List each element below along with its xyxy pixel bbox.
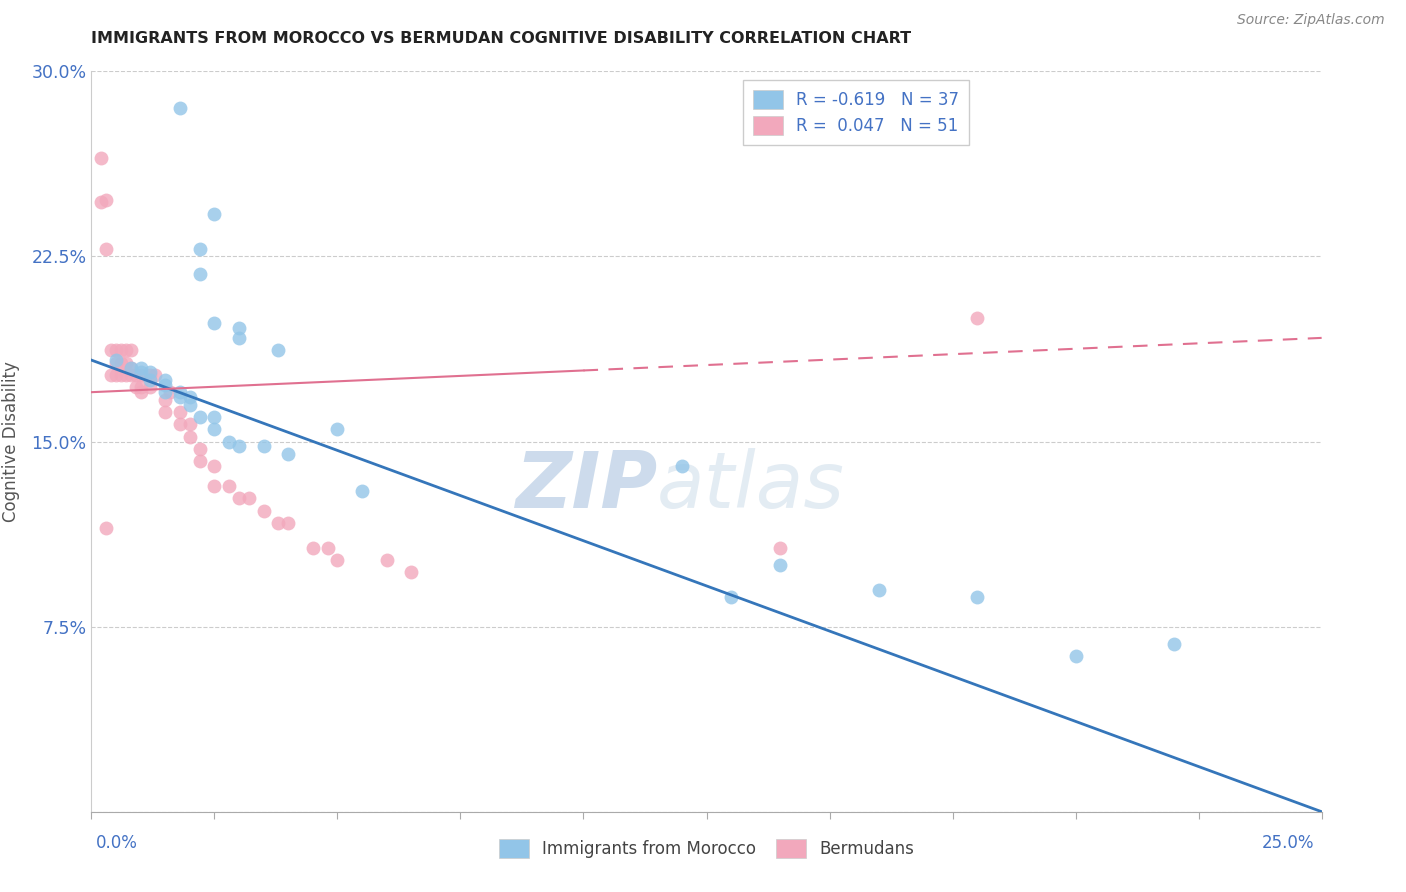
Point <box>202 409 225 424</box>
Point <box>110 343 132 358</box>
Point <box>769 558 792 572</box>
Point <box>153 392 177 407</box>
Point <box>96 193 117 207</box>
Point <box>228 491 250 506</box>
Point <box>169 102 191 116</box>
Point <box>100 368 122 382</box>
Point <box>267 516 290 530</box>
Point <box>966 590 988 604</box>
Point <box>110 368 132 382</box>
Point <box>139 366 162 380</box>
Point <box>129 360 152 375</box>
Point <box>139 373 162 387</box>
Point <box>129 366 152 380</box>
Point <box>129 380 152 394</box>
Point <box>188 242 211 256</box>
Point <box>179 397 201 411</box>
Point <box>352 483 374 498</box>
Point <box>139 368 162 382</box>
Text: Source: ZipAtlas.com: Source: ZipAtlas.com <box>1237 13 1385 28</box>
Point <box>105 343 127 358</box>
Point <box>228 440 250 454</box>
Point <box>169 385 191 400</box>
Point <box>100 343 122 358</box>
Point <box>114 355 138 369</box>
Text: atlas: atlas <box>657 448 845 524</box>
Point <box>90 151 112 165</box>
Point <box>153 377 177 392</box>
Point <box>277 516 299 530</box>
Point <box>316 541 339 555</box>
Point <box>399 566 422 580</box>
Point <box>105 368 127 382</box>
Text: 0.0%: 0.0% <box>96 834 138 852</box>
Point <box>169 390 191 404</box>
Point <box>179 429 201 443</box>
Point <box>868 582 890 597</box>
Point <box>228 321 250 335</box>
Point <box>253 440 276 454</box>
Point <box>277 447 299 461</box>
Point <box>179 417 201 432</box>
Point <box>188 267 211 281</box>
Point <box>110 355 132 369</box>
Point <box>105 355 127 369</box>
Point <box>202 479 225 493</box>
Point <box>202 422 225 436</box>
Text: IMMIGRANTS FROM MOROCCO VS BERMUDAN COGNITIVE DISABILITY CORRELATION CHART: IMMIGRANTS FROM MOROCCO VS BERMUDAN COGN… <box>91 31 911 46</box>
Point <box>188 454 211 468</box>
Point <box>114 368 138 382</box>
Point <box>769 541 792 555</box>
Point <box>153 373 177 387</box>
Point <box>253 503 276 517</box>
Point <box>96 521 117 535</box>
Point <box>218 434 240 449</box>
Point <box>120 360 142 375</box>
Point <box>375 553 398 567</box>
Point <box>120 360 142 375</box>
Point <box>202 207 225 221</box>
Y-axis label: Cognitive Disability: Cognitive Disability <box>3 361 20 522</box>
Point <box>90 195 112 210</box>
Point <box>124 368 146 382</box>
Point <box>129 385 152 400</box>
Point <box>267 343 290 358</box>
Point <box>326 553 349 567</box>
Point <box>159 385 181 400</box>
Point <box>1064 649 1087 664</box>
Text: ZIP: ZIP <box>515 448 657 524</box>
Point <box>114 343 138 358</box>
Point <box>966 311 988 326</box>
Point <box>301 541 323 555</box>
Point <box>218 479 240 493</box>
Legend: Immigrants from Morocco, Bermudans: Immigrants from Morocco, Bermudans <box>491 830 922 866</box>
Point <box>169 417 191 432</box>
Point <box>145 368 166 382</box>
Point <box>153 385 177 400</box>
Point <box>671 459 693 474</box>
Point <box>105 353 127 368</box>
Point <box>139 380 162 394</box>
Point <box>120 343 142 358</box>
Point <box>228 331 250 345</box>
Point <box>720 590 742 604</box>
Point <box>326 422 349 436</box>
Point <box>202 316 225 330</box>
Point <box>153 405 177 419</box>
Point <box>124 380 146 394</box>
Point <box>179 390 201 404</box>
Point <box>188 442 211 456</box>
Point <box>120 368 142 382</box>
Point <box>96 242 117 256</box>
Point <box>238 491 260 506</box>
Point <box>1163 637 1185 651</box>
Text: 25.0%: 25.0% <box>1263 834 1315 852</box>
Point <box>202 459 225 474</box>
Point <box>188 409 211 424</box>
Point <box>169 405 191 419</box>
Point <box>129 368 152 382</box>
